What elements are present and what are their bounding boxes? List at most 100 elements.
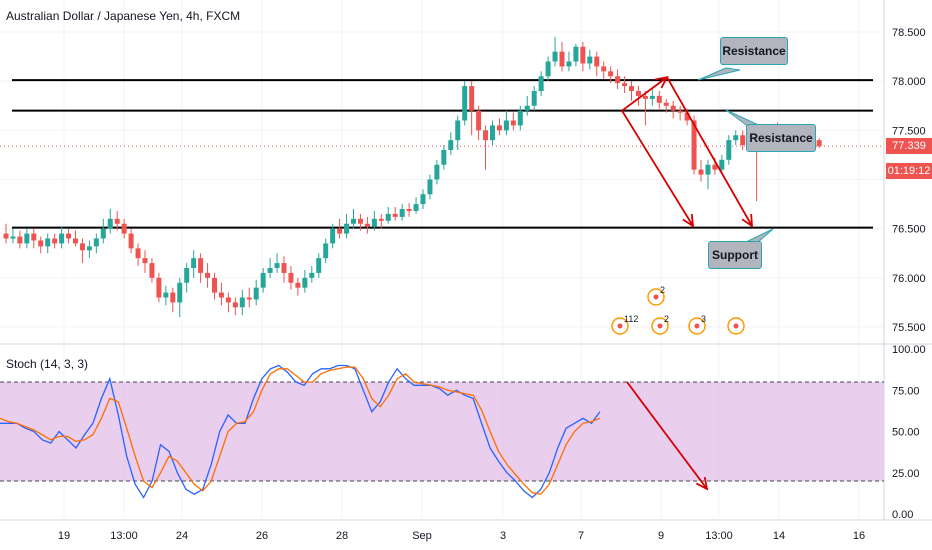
- candle: [93, 233, 99, 254]
- candle-body: [156, 277, 162, 298]
- candle-body: [260, 272, 266, 288]
- bar-countdown-tag: 01:19:12: [886, 163, 932, 179]
- time-tick-label: Sep: [412, 530, 432, 542]
- candle: [351, 209, 356, 229]
- candle-body: [601, 66, 607, 72]
- candle-body: [629, 86, 634, 91]
- candle-body: [705, 164, 711, 175]
- event-dot: [653, 294, 659, 300]
- candle-body: [594, 56, 600, 67]
- candle-body: [93, 238, 99, 247]
- arrow-stoch-leg: [626, 381, 708, 490]
- candle-body: [38, 240, 44, 247]
- candle: [184, 263, 190, 293]
- candle-body: [545, 61, 551, 77]
- time-tick-label: 14: [773, 530, 785, 542]
- event-marker: 2: [647, 285, 665, 306]
- candle-body: [427, 179, 433, 195]
- candle-body: [573, 46, 579, 62]
- candle: [510, 112, 516, 131]
- candle: [622, 76, 628, 93]
- candle: [371, 210, 377, 231]
- candle-body: [309, 272, 315, 278]
- candle-body: [552, 51, 558, 62]
- candle: [45, 233, 51, 254]
- candle-body: [670, 105, 676, 111]
- time-tick-label: 16: [853, 530, 865, 542]
- candle-body: [385, 213, 391, 221]
- candle: [587, 49, 593, 70]
- resistance-callout-2[interactable]: Resistance: [746, 124, 816, 152]
- candle-body: [684, 112, 690, 121]
- candle-body: [79, 243, 85, 251]
- current-price-tag: 77.339: [886, 138, 932, 154]
- candle: [726, 135, 732, 165]
- candle-body: [580, 46, 586, 64]
- candle-body: [239, 297, 245, 308]
- candle: [698, 159, 704, 182]
- candle-body: [177, 282, 183, 303]
- candle-body: [608, 71, 614, 77]
- resistance-callout-1[interactable]: Resistance: [720, 37, 788, 65]
- event-marker: 112: [611, 314, 638, 335]
- candle: [364, 216, 370, 234]
- price-tick-label: 75.500: [892, 322, 926, 334]
- candle: [316, 253, 322, 278]
- stoch-indicator-label[interactable]: Stoch (14, 3, 3): [6, 357, 89, 371]
- candle-body: [434, 164, 440, 180]
- candle: [462, 81, 468, 126]
- event-count: 2: [660, 285, 665, 295]
- candle-body: [559, 51, 565, 67]
- candle-body: [740, 135, 746, 146]
- candle-body: [420, 194, 426, 205]
- candle-body: [198, 258, 204, 273]
- candle-body: [86, 246, 92, 251]
- candle: [114, 210, 120, 231]
- candle: [385, 207, 391, 224]
- candle-body: [649, 95, 655, 99]
- candle-body: [538, 76, 544, 91]
- candle: [580, 41, 586, 72]
- chart-title: Australian Dollar / Japanese Yen, 4h, FX…: [6, 9, 241, 23]
- candle-body: [462, 86, 468, 121]
- candle-body: [281, 263, 287, 273]
- candle-body: [184, 268, 190, 283]
- event-count: 2: [664, 314, 669, 324]
- arrow-up-leg: [621, 76, 668, 112]
- candle: [281, 256, 287, 283]
- candle: [420, 189, 426, 209]
- candle-body: [663, 102, 669, 106]
- candle-body: [392, 213, 398, 217]
- candle-body: [677, 110, 683, 113]
- candle-body: [635, 91, 641, 96]
- candle-body: [135, 248, 141, 259]
- candlestick-series: [3, 36, 822, 318]
- time-tick-label: 24: [176, 530, 188, 542]
- support-callout[interactable]: Support: [708, 241, 762, 269]
- candle-body: [274, 263, 280, 268]
- candle: [170, 287, 176, 313]
- support-resistance-lines: [0, 79, 884, 229]
- candle-body: [476, 110, 482, 131]
- candle: [705, 159, 711, 190]
- candle-body: [232, 302, 238, 308]
- event-dot: [733, 323, 739, 329]
- candle: [357, 213, 363, 231]
- candle: [38, 236, 44, 254]
- candle: [406, 203, 412, 217]
- candle-body: [114, 218, 120, 224]
- price-tick-label: 78.500: [892, 27, 926, 39]
- event-count: 3: [701, 314, 706, 324]
- candle: [142, 250, 148, 273]
- candle: [476, 105, 482, 141]
- candle: [816, 138, 822, 149]
- candle-body: [52, 238, 58, 244]
- time-tick-label: 19: [58, 530, 70, 542]
- candle-body: [149, 263, 155, 278]
- candle: [719, 154, 725, 175]
- candle-body: [225, 297, 231, 303]
- candle-body: [656, 95, 662, 103]
- candle: [545, 56, 551, 82]
- candle: [73, 230, 78, 247]
